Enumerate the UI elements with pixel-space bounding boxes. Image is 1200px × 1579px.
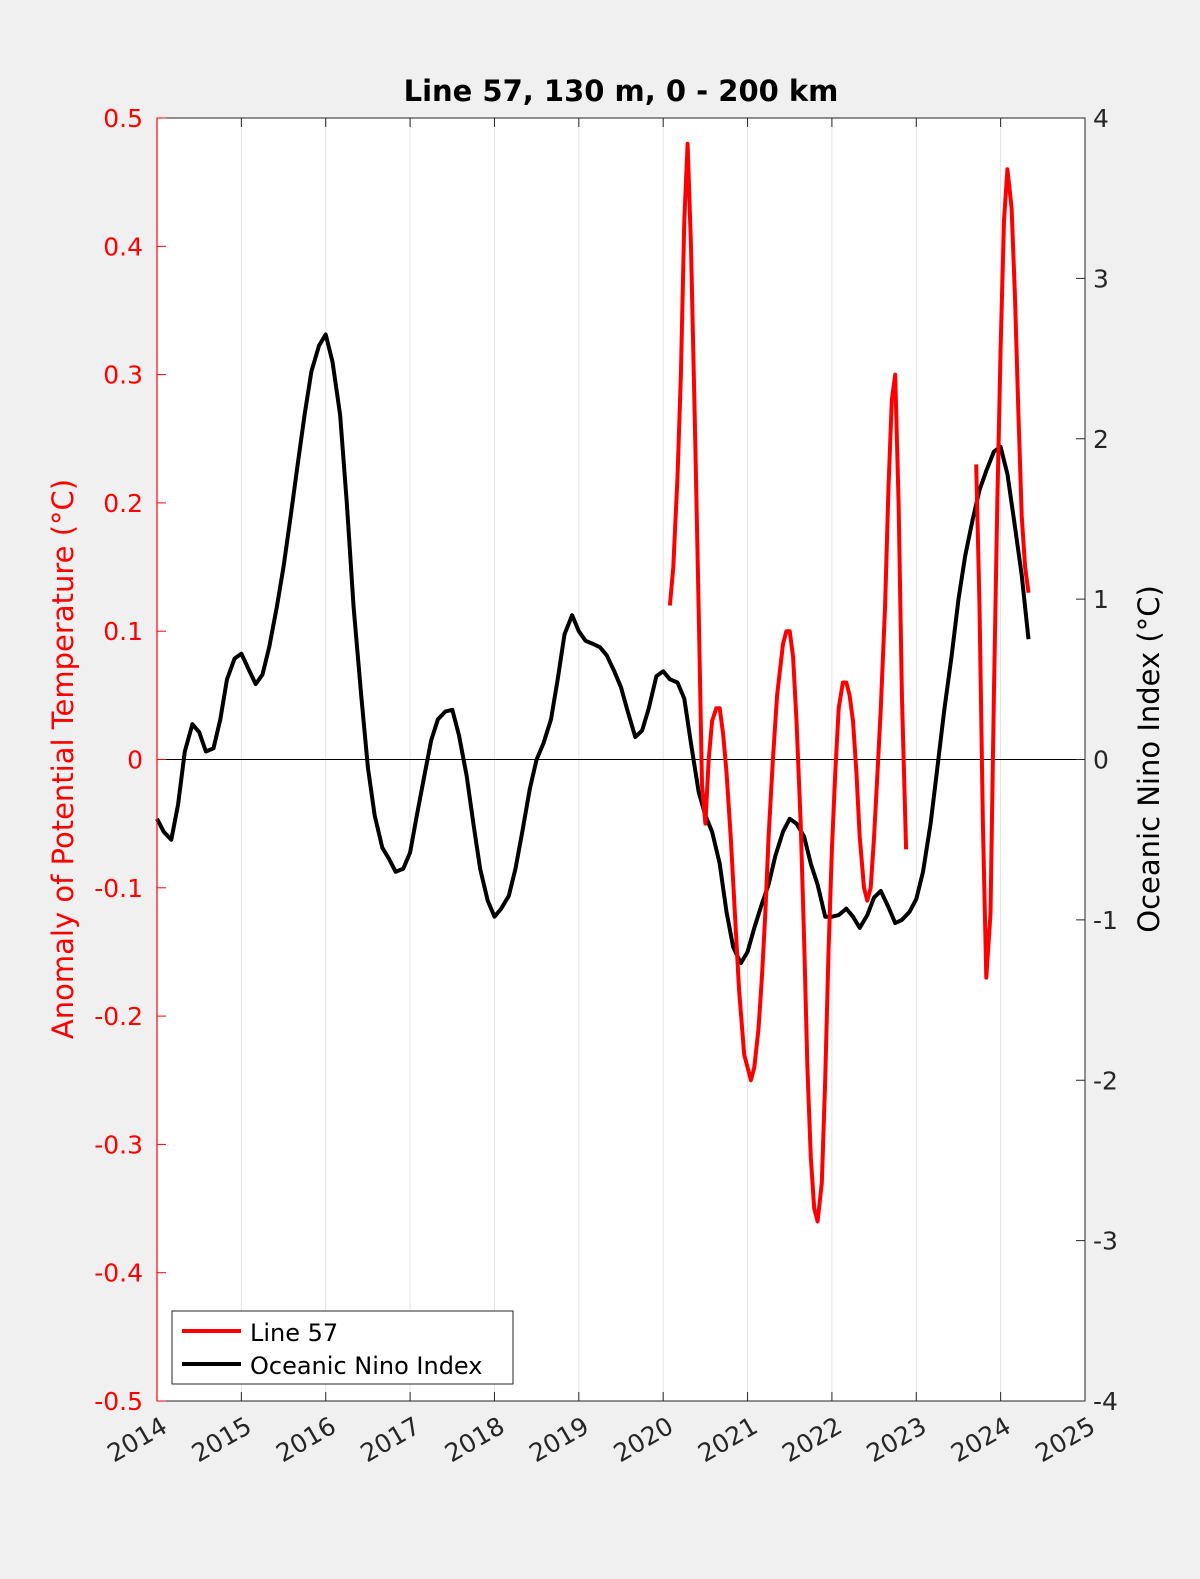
- y-left-tick-label: 0.2: [103, 489, 143, 518]
- series-line57-segment-1: [974, 167, 1031, 980]
- y-right-tick-label: -1: [1093, 906, 1118, 935]
- y-left-tick-label: 0.5: [103, 104, 143, 133]
- y-right-tick-label: -2: [1093, 1066, 1118, 1095]
- y-left-tick-label: 0.3: [103, 361, 143, 390]
- legend-label-line57: Line 57: [250, 1319, 338, 1347]
- y-right-tick-label: 3: [1093, 264, 1109, 293]
- y-right-tick-label: 2: [1093, 425, 1109, 454]
- y-left-tick-label: -0.2: [94, 1002, 143, 1031]
- y-right-tick-label: -3: [1093, 1227, 1118, 1256]
- y-left-tick-label: 0: [127, 746, 143, 775]
- y-right-tick-label: 4: [1093, 104, 1109, 133]
- y-right-tick-label: -4: [1093, 1387, 1118, 1416]
- y-left-tick-label: 0.4: [103, 232, 143, 261]
- legend-box: [171, 1310, 514, 1385]
- legend-label-oni: Oceanic Nino Index: [250, 1352, 482, 1380]
- series-oni-segment-0: [155, 332, 1031, 966]
- chart-title: Line 57, 130 m, 0 - 200 km: [404, 74, 839, 108]
- y-left-tick-label: -0.5: [94, 1387, 143, 1416]
- legend: Line 57 Oceanic Nino Index: [171, 1310, 514, 1385]
- y-right-tick-label: 1: [1093, 585, 1109, 614]
- series-layer: [155, 141, 1031, 1224]
- y-left-tick-label: -0.4: [94, 1259, 143, 1288]
- y-left-tick-label: 0.1: [103, 617, 143, 646]
- y-left-tick-label: -0.3: [94, 1130, 143, 1159]
- y-right-axis-label: Oceanic Nino Index (°C): [1132, 585, 1166, 933]
- y-left-axis-label: Anomaly of Potential Temperature (°C): [46, 479, 80, 1039]
- y-right-tick-label: 0: [1093, 746, 1109, 775]
- y-left-tick-label: -0.1: [94, 874, 143, 903]
- series-line57-segment-0: [667, 141, 909, 1224]
